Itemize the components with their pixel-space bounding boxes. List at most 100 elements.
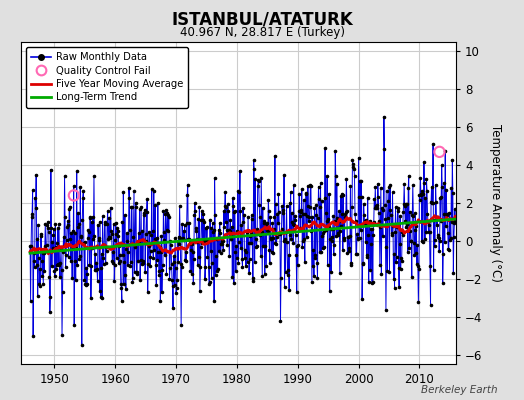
Point <box>94 222 102 228</box>
Point <box>192 225 201 231</box>
Point <box>292 252 300 258</box>
Point <box>66 204 74 210</box>
Point <box>290 217 299 223</box>
Point <box>103 221 111 227</box>
Point <box>157 249 165 255</box>
Point <box>264 228 272 234</box>
Point <box>101 221 110 228</box>
Point <box>358 260 367 266</box>
Point <box>147 247 155 254</box>
Point <box>202 236 211 243</box>
Point <box>383 188 391 194</box>
Point <box>330 251 338 257</box>
Point <box>361 218 369 224</box>
Point <box>271 152 279 159</box>
Point <box>128 278 137 285</box>
Point <box>449 270 457 276</box>
Point <box>59 249 67 256</box>
Point <box>378 222 387 228</box>
Point <box>324 224 333 230</box>
Point <box>184 236 192 242</box>
Point <box>283 239 291 246</box>
Point <box>56 262 64 269</box>
Point <box>346 233 354 239</box>
Point <box>60 173 69 180</box>
Point <box>412 250 420 256</box>
Point <box>40 250 48 256</box>
Point <box>309 263 317 270</box>
Point <box>57 267 66 273</box>
Point <box>335 270 344 276</box>
Point <box>267 235 275 242</box>
Point <box>241 246 249 253</box>
Point <box>140 206 149 213</box>
Point <box>438 162 446 169</box>
Point <box>226 217 235 223</box>
Point <box>162 271 171 278</box>
Point <box>336 228 344 234</box>
Point <box>146 262 155 269</box>
Point <box>108 258 116 264</box>
Point <box>166 238 174 244</box>
Point <box>263 227 271 234</box>
Point <box>251 176 259 182</box>
Point <box>138 258 147 264</box>
Point <box>183 191 191 198</box>
Point <box>162 207 170 214</box>
Point <box>258 205 267 211</box>
Point <box>289 221 297 227</box>
Point <box>82 282 90 288</box>
Point <box>408 274 416 280</box>
Point <box>203 224 211 230</box>
Text: ISTANBUL/ATATURK: ISTANBUL/ATATURK <box>171 10 353 28</box>
Point <box>201 264 210 270</box>
Point <box>50 267 59 274</box>
Point <box>392 254 401 260</box>
Point <box>419 239 427 245</box>
Point <box>211 272 220 279</box>
Point <box>396 213 405 219</box>
Point <box>272 201 280 208</box>
Point <box>200 238 208 244</box>
Point <box>402 221 411 227</box>
Point <box>125 194 134 201</box>
Point <box>296 213 304 219</box>
Point <box>254 183 262 190</box>
Point <box>176 202 184 209</box>
Point <box>286 232 294 238</box>
Point <box>84 227 93 234</box>
Point <box>139 212 148 218</box>
Point <box>440 180 449 186</box>
Point <box>424 219 432 226</box>
Point <box>195 204 204 210</box>
Point <box>386 182 394 189</box>
Point <box>341 211 350 218</box>
Point <box>110 278 118 284</box>
Point <box>412 223 421 229</box>
Point <box>418 238 426 244</box>
Point <box>57 246 65 252</box>
Point <box>106 233 114 240</box>
Point <box>243 259 252 265</box>
Point <box>317 249 325 256</box>
Point <box>407 237 416 244</box>
Point <box>91 267 99 274</box>
Point <box>238 264 247 270</box>
Point <box>98 295 106 301</box>
Point <box>447 185 455 192</box>
Point <box>262 263 270 269</box>
Point <box>450 220 458 226</box>
Point <box>353 231 361 238</box>
Point <box>106 204 115 211</box>
Point <box>86 214 95 220</box>
Point <box>352 251 360 257</box>
Point <box>373 205 381 211</box>
Point <box>150 236 159 242</box>
Point <box>351 173 359 180</box>
Point <box>78 217 86 223</box>
Point <box>439 279 447 286</box>
Point <box>315 196 323 202</box>
Point <box>427 302 435 308</box>
Point <box>40 268 48 275</box>
Point <box>257 253 265 260</box>
